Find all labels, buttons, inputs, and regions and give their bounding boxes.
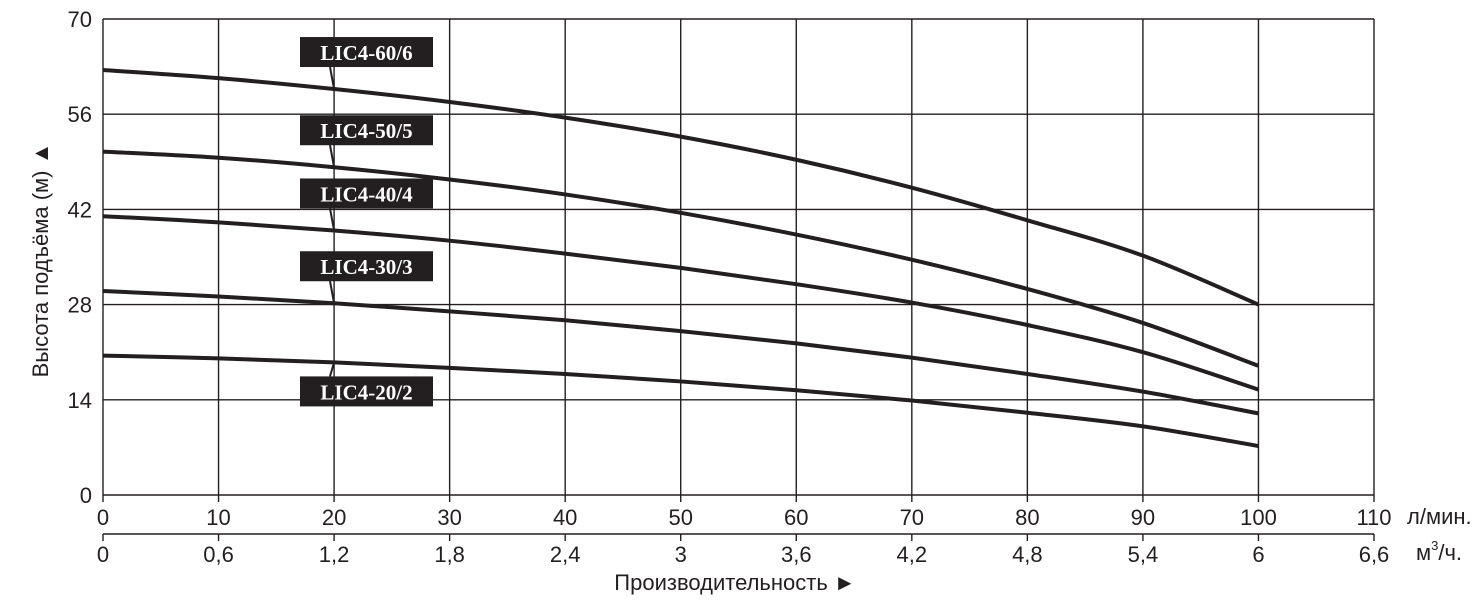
x-tick-label: 40 [553, 505, 577, 530]
series-label-text: LIC4-60/6 [320, 41, 412, 65]
label-box [300, 251, 433, 282]
x-unit-secondary-sup: 3 [1431, 538, 1438, 553]
x-tick-label-secondary: 6 [1252, 542, 1264, 567]
x-unit-primary: л/мин. [1407, 504, 1472, 529]
series-line-lic4-60-6 [102, 68, 1260, 307]
x-unit-secondary-base: м [1416, 540, 1431, 565]
series-line-lic4-30-3 [102, 289, 1259, 416]
x-axis-label: Производительность ► [614, 570, 855, 595]
series-label-lic4-40-4: LIC4-40/4 [300, 178, 433, 231]
label-box [300, 37, 433, 68]
x-unit-secondary-tail: /ч. [1438, 540, 1462, 565]
x-tick-label-secondary: 0 [97, 542, 109, 567]
axes: 0 14 28 42 56 70 0 10 20 30 40 50 60 70 80 90 100 110 0 0,6… [68, 7, 1392, 567]
label-box [300, 178, 433, 209]
y-tick-label: 14 [68, 388, 92, 413]
series-label-lic4-60-6: LIC4-60/6 [300, 37, 433, 90]
x-tick-label: 20 [322, 505, 346, 530]
x-tick-label-secondary: 5,4 [1128, 542, 1159, 567]
label-leader-line [329, 362, 336, 377]
series-line-lic4-20-2 [102, 353, 1259, 449]
x-tick-label: 100 [1240, 505, 1277, 530]
x-tick-label-secondary: 4,8 [1012, 542, 1043, 567]
series-line-lic4-50-5 [102, 149, 1260, 368]
x-tick-label: 90 [1131, 505, 1155, 530]
series-line-lic4-40-4 [102, 214, 1260, 392]
series-label-text: LIC4-50/5 [320, 119, 412, 143]
x-tick-label: 70 [900, 505, 924, 530]
y-tick-label: 42 [68, 197, 92, 222]
x-tick-label-secondary: 1,8 [434, 542, 465, 567]
grid [102, 18, 1375, 496]
label-leader-line [329, 281, 336, 304]
x-tick-label: 0 [97, 505, 109, 530]
series-group [102, 68, 1260, 449]
series-label-lic4-50-5: LIC4-50/5 [300, 115, 433, 168]
series-label-lic4-30-3: LIC4-30/3 [300, 251, 433, 304]
x-tick-label-secondary: 3 [675, 542, 687, 567]
series-label-text: LIC4-20/2 [320, 380, 412, 404]
series-label-text: LIC4-30/3 [320, 255, 412, 279]
x-unit-secondary: м3/ч. [1416, 538, 1462, 565]
y-tick-label: 0 [80, 483, 92, 508]
y-tick-label: 70 [68, 7, 92, 32]
label-leader-line [329, 66, 336, 90]
x-tick-label-secondary: 6,6 [1359, 542, 1390, 567]
x-tick-label-secondary: 1,2 [319, 542, 350, 567]
y-tick-label: 28 [68, 293, 92, 318]
x-tick-label-secondary: 2,4 [550, 542, 581, 567]
x-tick-label-secondary: 3,6 [781, 542, 812, 567]
x-tick-label: 30 [437, 505, 461, 530]
x-tick-label: 60 [784, 505, 808, 530]
series-labels: LIC4-60/6 LIC4-50/5 LIC4-40/4 LIC4-30/3 LIC4… [300, 37, 433, 407]
x-tick-label-secondary: 4,2 [897, 542, 928, 567]
x-tick-label: 10 [206, 505, 230, 530]
label-leader-line [329, 145, 336, 168]
x-tick-label: 110 [1356, 505, 1391, 530]
label-box [300, 115, 433, 146]
x-tick-label: 50 [668, 505, 692, 530]
label-box [300, 376, 433, 407]
y-tick-label: 56 [68, 102, 92, 127]
series-label-lic4-20-2: LIC4-20/2 [300, 362, 433, 407]
y-axis-label: Высота подъёма (м) ▲ [28, 143, 53, 378]
x-tick-label-secondary: 0,6 [203, 542, 234, 567]
label-leader-line [329, 208, 336, 231]
series-label-text: LIC4-40/4 [320, 182, 413, 206]
x-tick-label: 80 [1015, 505, 1039, 530]
